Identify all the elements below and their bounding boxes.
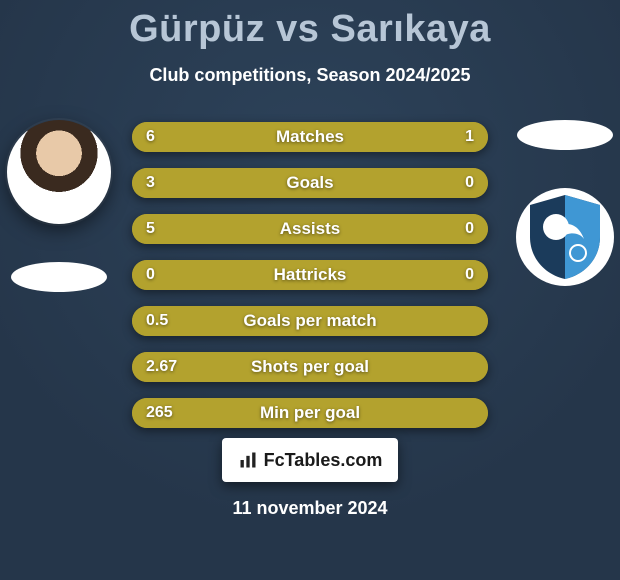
stat-row: Goals per match0.5 bbox=[132, 306, 488, 336]
left-player-avatar bbox=[7, 120, 111, 224]
brand-badge: FcTables.com bbox=[222, 438, 398, 482]
stat-label: Goals per match bbox=[132, 306, 488, 336]
stat-label: Matches bbox=[132, 122, 488, 152]
stat-value-left: 265 bbox=[146, 398, 173, 428]
chart-bar-icon bbox=[238, 450, 258, 470]
stat-value-left: 0 bbox=[146, 260, 155, 290]
stat-value-right: 0 bbox=[465, 260, 474, 290]
stat-value-left: 0.5 bbox=[146, 306, 168, 336]
stat-value-right: 1 bbox=[465, 122, 474, 152]
stat-value-left: 3 bbox=[146, 168, 155, 198]
title-left: Gürpüz bbox=[129, 8, 265, 50]
page-title: Gürpüz vs Sarıkaya bbox=[0, 8, 620, 51]
footer-date: 11 november 2024 bbox=[0, 498, 620, 519]
stat-row: Shots per goal2.67 bbox=[132, 352, 488, 382]
stat-value-right: 0 bbox=[465, 214, 474, 244]
left-player-panel bbox=[4, 120, 114, 292]
stats-bars: Matches61Goals30Assists50Hattricks00Goal… bbox=[132, 122, 488, 444]
stat-value-left: 5 bbox=[146, 214, 155, 244]
stat-value-left: 2.67 bbox=[146, 352, 177, 382]
stat-label: Shots per goal bbox=[132, 352, 488, 382]
stat-label: Assists bbox=[132, 214, 488, 244]
brand-text: FcTables.com bbox=[264, 450, 383, 471]
stat-value-left: 6 bbox=[146, 122, 155, 152]
stat-row: Min per goal265 bbox=[132, 398, 488, 428]
stat-row: Assists5 0 bbox=[132, 214, 488, 244]
title-vs: vs bbox=[276, 8, 319, 50]
title-right: Sarıkaya bbox=[331, 8, 491, 50]
left-club-placeholder bbox=[11, 262, 107, 292]
right-player-panel bbox=[510, 120, 620, 286]
stat-label: Goals bbox=[132, 168, 488, 198]
stat-label: Hattricks bbox=[132, 260, 488, 290]
right-player-placeholder bbox=[517, 120, 613, 150]
shield-icon bbox=[526, 193, 604, 281]
stat-label: Min per goal bbox=[132, 398, 488, 428]
stat-row: Goals3 0 bbox=[132, 168, 488, 198]
stat-row: Hattricks0 0 bbox=[132, 260, 488, 290]
stat-value-right: 0 bbox=[465, 168, 474, 198]
subtitle: Club competitions, Season 2024/2025 bbox=[0, 65, 620, 86]
right-club-logo bbox=[516, 188, 614, 286]
stat-row: Matches6 1 bbox=[132, 122, 488, 152]
